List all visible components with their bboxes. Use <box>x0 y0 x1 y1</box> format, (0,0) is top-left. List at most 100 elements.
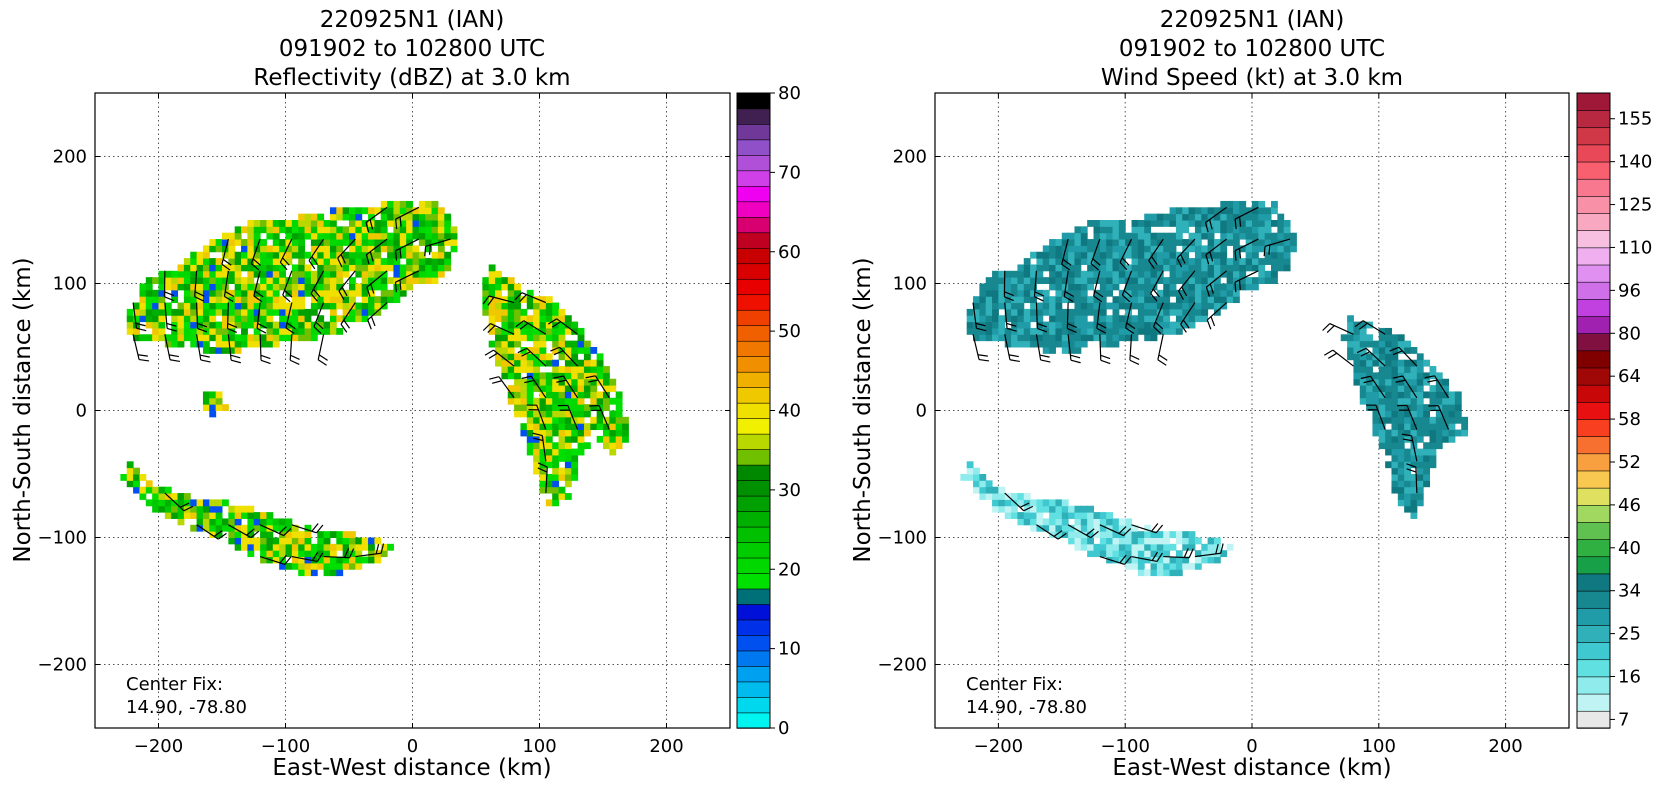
heatmap-cell <box>1416 435 1424 443</box>
colorbar-segment <box>1576 435 1611 455</box>
wind-barb-flag <box>197 327 208 333</box>
heatmap-cell <box>1277 264 1285 272</box>
heatmap-cell <box>514 385 521 392</box>
heatmap-cell <box>406 245 413 253</box>
colorbar-tick-label: 80 <box>1618 323 1641 344</box>
heatmap-cell <box>228 340 236 348</box>
heatmap-cell <box>202 524 210 532</box>
heatmap-cell <box>1080 505 1088 513</box>
heatmap-cell <box>1087 550 1094 558</box>
heatmap-cell <box>285 239 293 246</box>
wind-barb-shaft <box>567 405 579 430</box>
heatmap-cell <box>298 308 306 316</box>
heatmap-cell <box>1366 385 1373 392</box>
heatmap-cell <box>228 239 236 246</box>
heatmap-cell <box>501 366 509 373</box>
heatmap-cell <box>1207 264 1215 272</box>
heatmap-cell <box>241 258 248 265</box>
heatmap-cell <box>1049 531 1056 538</box>
heatmap-cell <box>1201 315 1209 323</box>
wind-barb-flag <box>343 319 351 329</box>
wind-barb-shaft <box>395 270 420 283</box>
heatmap-cell <box>564 359 572 367</box>
heatmap-cell <box>1454 404 1462 411</box>
heatmap-cell <box>1359 366 1367 373</box>
heatmap-cell <box>1093 512 1101 519</box>
heatmap-cell <box>552 461 560 469</box>
heatmap-cell <box>1112 239 1120 246</box>
heatmap-cell <box>260 537 267 545</box>
heatmap-cell <box>998 277 1006 284</box>
heatmap-cell <box>1023 270 1031 278</box>
heatmap-cell <box>202 308 210 316</box>
heatmap-cell <box>177 308 185 316</box>
heatmap-cell <box>152 327 159 335</box>
heatmap-cell <box>202 245 210 253</box>
heatmap-cell <box>552 334 560 342</box>
wind-barb-flag <box>213 530 223 537</box>
heatmap-cell <box>596 391 604 399</box>
wind-barb-shaft <box>164 334 171 360</box>
heatmap-cell <box>266 283 274 291</box>
heatmap-cell <box>1150 270 1158 278</box>
heatmap-cell <box>571 385 579 392</box>
heatmap-cell <box>355 251 363 259</box>
heatmap-cell <box>1385 327 1392 335</box>
heatmap-cell <box>1131 531 1139 538</box>
heatmap-cell <box>323 302 331 310</box>
heatmap-cell <box>1277 258 1285 265</box>
colorbar-segment <box>736 417 771 435</box>
heatmap-cell <box>1074 524 1082 532</box>
wind-barb-flag <box>230 354 241 359</box>
wind-barb-flag <box>1239 216 1242 227</box>
heatmap-cell <box>501 347 509 354</box>
heatmap-cell <box>577 416 585 424</box>
heatmap-cell <box>1036 524 1044 532</box>
heatmap-cell <box>495 308 502 316</box>
heatmap-cell <box>571 454 579 462</box>
wind-barb-flag <box>1034 296 1044 302</box>
colorbar-segment <box>1576 710 1611 729</box>
heatmap-cell <box>596 353 604 361</box>
heatmap-cell <box>291 524 299 532</box>
heatmap-cell <box>1093 270 1101 278</box>
heatmap-cell <box>1125 283 1133 291</box>
heatmap-cell <box>183 327 191 335</box>
heatmap-cell <box>1049 340 1056 348</box>
heatmap-cell <box>1118 258 1126 265</box>
heatmap-cell <box>1201 296 1209 304</box>
heatmap-cell <box>310 556 318 564</box>
heatmap-cell <box>368 239 375 246</box>
heatmap-cell <box>1118 289 1126 297</box>
wind-barb-shaft <box>196 334 202 361</box>
heatmap-cell <box>298 251 306 259</box>
y-tick-label: 100 <box>53 274 87 295</box>
heatmap-cell <box>425 264 433 272</box>
heatmap-cell <box>1245 213 1253 221</box>
heatmap-cell <box>558 435 566 443</box>
heatmap-cell <box>1416 423 1424 431</box>
colorbar-tick-label: 10 <box>778 639 801 660</box>
heatmap-cell <box>1099 321 1107 329</box>
heatmap-cell <box>247 245 255 253</box>
colorbar-segment <box>1576 453 1611 472</box>
heatmap-cell <box>1030 505 1037 513</box>
wind-barb-shaft <box>1434 375 1450 399</box>
heatmap-cell <box>1074 232 1082 240</box>
heatmap-cell <box>1169 207 1177 215</box>
wind-barb-shaft <box>562 375 579 399</box>
heatmap-cell <box>1429 448 1437 456</box>
heatmap-cell <box>1030 296 1037 304</box>
heatmap-cell <box>1378 429 1386 437</box>
heatmap-cell <box>1442 435 1450 443</box>
heatmap-cell <box>1163 543 1171 551</box>
heatmap-cell <box>279 251 286 259</box>
wind-barb-flag <box>1157 359 1167 366</box>
heatmap-cell <box>1359 378 1367 386</box>
wind-barb-flag <box>1019 502 1030 508</box>
heatmap-cell <box>545 296 553 304</box>
heatmap-cell <box>260 334 267 342</box>
heatmap-cell <box>514 302 521 310</box>
heatmap-cell <box>431 226 439 234</box>
heatmap-cell <box>1188 308 1196 316</box>
